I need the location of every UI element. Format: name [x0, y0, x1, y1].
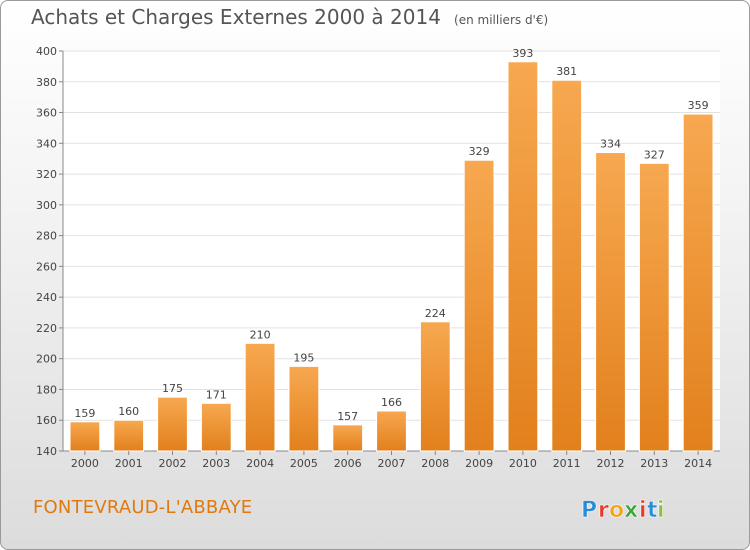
- data-label: 334: [600, 138, 621, 151]
- data-label: 160: [118, 405, 139, 418]
- logo-letter: o: [609, 498, 624, 523]
- data-label: 224: [425, 307, 446, 320]
- y-tick-label: 380: [36, 76, 57, 89]
- y-tick-label: 180: [36, 383, 57, 396]
- data-label: 171: [206, 388, 227, 401]
- logo-letter: i: [639, 498, 647, 523]
- bar: [157, 396, 188, 452]
- bar: [507, 61, 539, 452]
- y-tick-label: 260: [36, 260, 57, 273]
- x-tick-label: 2014: [684, 457, 712, 470]
- y-tick-label: 160: [36, 414, 57, 427]
- x-tick-label: 2012: [597, 457, 625, 470]
- y-tick-label: 320: [36, 168, 57, 181]
- y-tick-label: 340: [36, 137, 57, 150]
- bar: [113, 419, 145, 452]
- bar: [463, 159, 495, 452]
- logo-letter: r: [598, 498, 609, 523]
- data-label: 393: [512, 47, 533, 60]
- y-tick-label: 220: [36, 322, 57, 335]
- data-label: 327: [644, 148, 665, 161]
- data-label: 157: [337, 410, 358, 423]
- x-tick-label: 2005: [290, 457, 318, 470]
- x-tick-label: 2002: [159, 457, 187, 470]
- y-tick-label: 240: [36, 291, 57, 304]
- bar: [200, 402, 232, 452]
- chart-title: Achats et Charges Externes 2000 à 2014: [31, 5, 441, 29]
- bar: [288, 365, 320, 452]
- logo-letter: i: [657, 498, 665, 523]
- bar: [682, 113, 714, 452]
- y-tick-label: 400: [36, 45, 57, 58]
- bar: [595, 152, 626, 452]
- logo-letter: x: [624, 498, 638, 523]
- x-tick-label: 2006: [334, 457, 362, 470]
- data-label: 166: [381, 396, 402, 409]
- bar: [332, 424, 364, 452]
- x-tick-label: 2009: [465, 457, 493, 470]
- x-tick-label: 2000: [71, 457, 99, 470]
- x-tick-label: 2004: [246, 457, 274, 470]
- title-row: Achats et Charges Externes 2000 à 2014 (…: [31, 5, 548, 29]
- bar: [376, 410, 407, 452]
- logo-letter: P: [581, 498, 597, 523]
- commune-name: FONTEVRAUD-L'ABBAYE: [33, 497, 253, 518]
- chart-subtitle: (en milliers d'€): [454, 13, 549, 27]
- data-label: 359: [688, 99, 709, 112]
- y-tick-label: 140: [36, 445, 57, 458]
- x-tick-label: 2010: [509, 457, 537, 470]
- y-tick-label: 300: [36, 199, 57, 212]
- bar: [244, 342, 276, 452]
- x-tick-label: 2013: [640, 457, 668, 470]
- bar: [638, 162, 670, 452]
- data-label: 381: [556, 65, 577, 78]
- x-tick-label: 2008: [421, 457, 449, 470]
- x-tick-label: 2011: [553, 457, 581, 470]
- x-tick-label: 2001: [115, 457, 143, 470]
- bar: [551, 79, 583, 452]
- bar: [69, 421, 101, 452]
- bar: [419, 321, 451, 452]
- y-tick-label: 360: [36, 107, 57, 120]
- data-label: 175: [162, 382, 183, 395]
- data-label: 210: [250, 328, 271, 341]
- y-tick-label: 200: [36, 353, 57, 366]
- x-tick-label: 2003: [202, 457, 230, 470]
- y-tick-label: 280: [36, 230, 57, 243]
- logo-letter: t: [647, 498, 658, 523]
- data-label: 329: [469, 145, 490, 158]
- x-tick-label: 2007: [378, 457, 406, 470]
- data-label: 159: [74, 407, 95, 420]
- data-label: 195: [293, 351, 314, 364]
